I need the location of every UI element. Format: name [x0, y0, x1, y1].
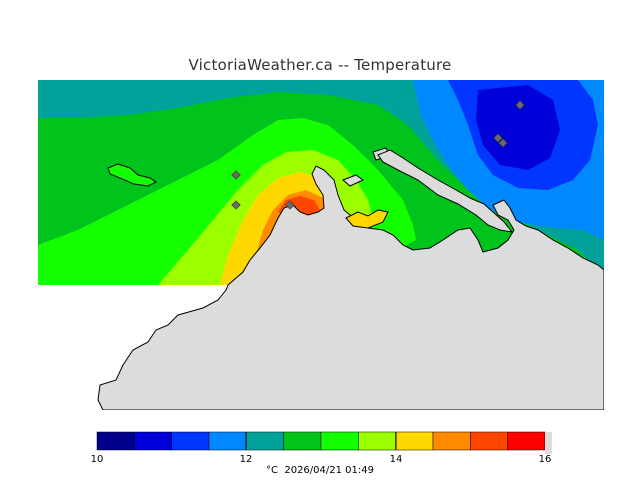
station-marker — [231, 170, 241, 180]
legend-bin — [96, 431, 135, 451]
island — [107, 163, 157, 187]
legend-bin — [432, 431, 471, 451]
legend-caption: °C 2026/04/21 01:49 — [0, 465, 640, 476]
island — [342, 174, 364, 187]
temperature-map — [38, 80, 604, 410]
legend-bin — [246, 431, 284, 451]
station-marker — [285, 200, 295, 210]
legend-tick: 14 — [389, 454, 403, 465]
station-marker — [493, 133, 503, 143]
legend-tick: 12 — [239, 454, 253, 465]
legend-bin — [320, 431, 359, 451]
station-marker — [515, 100, 525, 110]
legend-tick: 10 — [90, 454, 104, 465]
legend-bin — [507, 431, 546, 451]
contour-band-10-5 — [476, 85, 560, 170]
legend-bin — [208, 431, 247, 451]
peninsula — [377, 149, 514, 233]
legend-bin — [283, 431, 322, 451]
legend-bin — [171, 431, 210, 451]
legend-timestamp: 2026/04/21 01:49 — [284, 465, 374, 476]
island — [345, 209, 389, 229]
legend-bin — [395, 431, 434, 451]
legend-bin — [358, 431, 396, 451]
legend-shadow — [545, 432, 552, 454]
legend-unit: °C — [266, 465, 278, 476]
legend-bin — [470, 431, 508, 451]
station-marker — [231, 200, 241, 210]
legend-tick: 16 — [538, 454, 552, 465]
map-title: VictoriaWeather.ca -- Temperature — [188, 56, 452, 74]
land-mass — [97, 165, 604, 410]
legend-bin — [134, 431, 172, 451]
station-marker — [498, 138, 508, 148]
